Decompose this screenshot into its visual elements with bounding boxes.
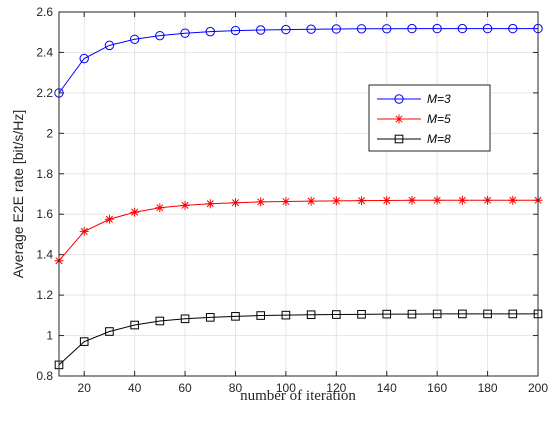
- data-point: [281, 310, 291, 320]
- data-point: [79, 337, 89, 346]
- data-point: [357, 310, 366, 319]
- y-tick-label: 2: [46, 126, 53, 140]
- x-tick-label: 200: [528, 381, 548, 395]
- data-point: [231, 312, 240, 321]
- data-point: [256, 311, 265, 320]
- y-tick-label: 2.6: [36, 5, 53, 19]
- y-tick-label: 1.4: [36, 248, 53, 262]
- x-axis-label: number of iteration: [240, 388, 356, 404]
- data-point: [205, 26, 215, 37]
- x-tick-label: 180: [478, 381, 498, 395]
- y-tick-label: 2.4: [36, 45, 53, 59]
- legend-marker: [394, 94, 404, 104]
- y-axis-label: Average E2E rate [bit/s/Hz]: [10, 110, 26, 279]
- data-point: [155, 203, 165, 213]
- x-tick-label: 100: [276, 381, 296, 395]
- data-point: [79, 53, 89, 64]
- data-point: [407, 309, 417, 319]
- data-point: [356, 24, 367, 34]
- data-point: [482, 23, 493, 34]
- legend-item: M=3: [377, 92, 451, 106]
- data-point: [382, 309, 392, 319]
- x-tick-label: 40: [128, 381, 142, 395]
- grid: [59, 12, 538, 376]
- data-point: [129, 34, 140, 44]
- x-tick-label: 120: [326, 381, 346, 395]
- data-point: [230, 198, 240, 208]
- legend-item: M=8: [377, 132, 451, 146]
- x-tick-label: 20: [78, 381, 92, 395]
- data-point: [205, 313, 215, 322]
- data-point: [508, 195, 518, 205]
- data-point: [230, 25, 241, 36]
- data-point: [104, 40, 115, 51]
- data-point: [458, 309, 467, 319]
- data-point: [457, 195, 467, 205]
- data-point: [432, 309, 442, 319]
- x-tick-label: 160: [427, 381, 447, 395]
- plot-frame: [58, 11, 539, 377]
- data-point: [155, 316, 165, 326]
- legend-marker: [394, 114, 404, 124]
- data-point: [180, 28, 190, 38]
- data-point: [104, 214, 114, 224]
- data-point: [432, 195, 442, 205]
- x-tick-label: 60: [178, 381, 192, 395]
- data-point: [281, 196, 291, 206]
- x-tick-label: 140: [377, 381, 397, 395]
- data-point: [382, 195, 392, 205]
- series-m8: [54, 309, 543, 370]
- ticks: 20 40 60 80 100 120 140 160 180 200 0.8 1 1.2 1.4 1.6 1…: [36, 5, 548, 395]
- legend-label: M=8: [427, 132, 451, 146]
- data-point: [407, 23, 417, 34]
- legend-box: [368, 84, 491, 152]
- data-point: [256, 197, 266, 207]
- data-point: [130, 207, 140, 217]
- y-tick-label: 1.6: [36, 207, 53, 221]
- y-tick-label: 1: [46, 329, 53, 343]
- legend-label: M=5: [427, 112, 451, 126]
- legend-label: M=3: [427, 92, 451, 106]
- data-point: [306, 24, 316, 34]
- series-m3: [54, 23, 543, 98]
- data-point: [432, 23, 442, 34]
- data-point: [483, 195, 493, 205]
- data-point: [281, 24, 291, 35]
- data-point: [331, 196, 341, 206]
- data-point: [180, 314, 190, 324]
- data-point: [255, 25, 266, 35]
- data-point: [79, 226, 89, 236]
- data-point: [483, 309, 492, 319]
- data-point: [306, 310, 316, 320]
- data-point: [205, 199, 215, 209]
- data-point: [306, 196, 316, 206]
- data-point: [508, 309, 518, 319]
- data-point: [382, 24, 392, 34]
- y-tick-label: 1.8: [36, 167, 53, 181]
- legend: M=3 M=5 M=8: [368, 84, 491, 152]
- y-tick-label: 2.2: [36, 86, 53, 100]
- data-point: [508, 23, 518, 34]
- x-tick-label: 80: [229, 381, 243, 395]
- data-point: [407, 195, 417, 205]
- data-point: [180, 200, 190, 210]
- data-point: [457, 23, 468, 34]
- y-tick-label: 1.2: [36, 288, 53, 302]
- legend-marker: [394, 134, 404, 144]
- legend-item: M=5: [377, 112, 451, 126]
- data-point: [130, 320, 139, 330]
- data-point: [105, 327, 114, 336]
- data-point: [331, 24, 342, 34]
- y-tick-label: 0.8: [36, 369, 53, 383]
- data-point: [332, 310, 341, 319]
- data-point: [357, 196, 367, 206]
- data-point: [155, 30, 165, 41]
